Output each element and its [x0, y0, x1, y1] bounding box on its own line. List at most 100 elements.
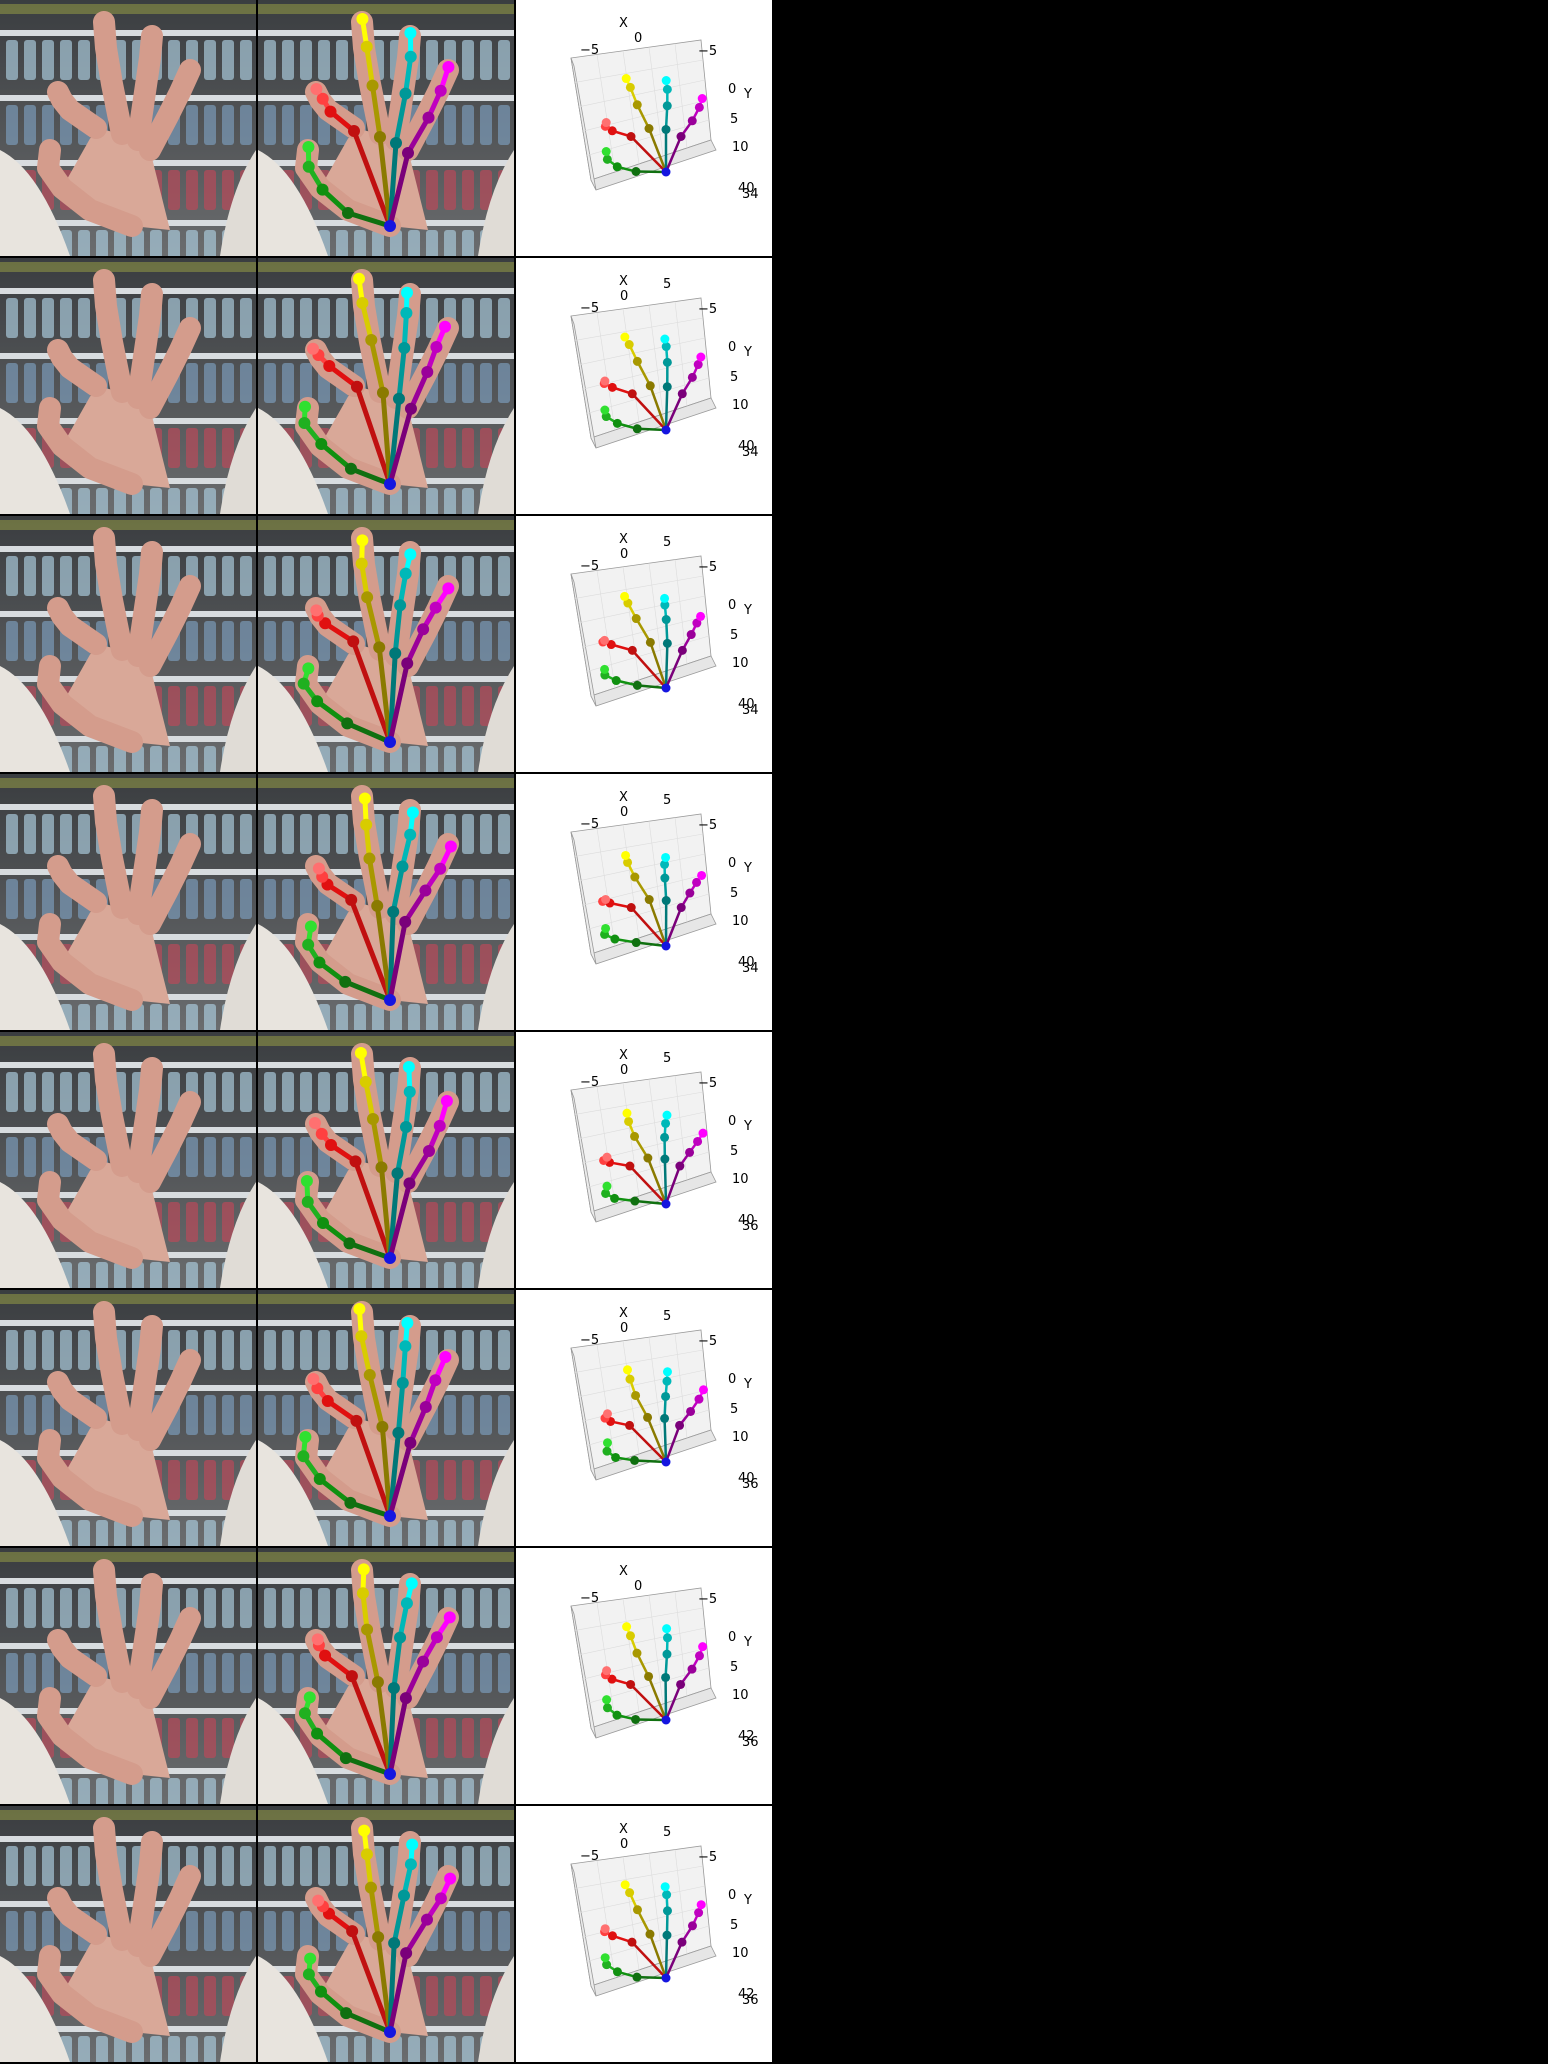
hand-3d-plot: X Y −5 0 −5 0 5 10 40 34	[516, 0, 772, 256]
hand-3d-plot: X Y −5 0 5 −5 0 5 10 40 36	[516, 1032, 772, 1288]
x-tick-label: 0	[634, 31, 642, 46]
z-tick-label: 42	[738, 1987, 755, 2002]
y-tick-label: 5	[730, 1144, 738, 1159]
y-tick-label: 0	[728, 1888, 736, 1903]
x-tick-label: 0	[620, 1063, 628, 1078]
input-photo	[0, 774, 256, 1030]
x-tick-label: −5	[580, 817, 599, 832]
keypoint-overlay-photo	[258, 1806, 514, 2062]
keypoint-overlay-photo	[258, 1548, 514, 1804]
keypoint-overlay-photo	[258, 1290, 514, 1546]
hand-3d-plot: X Y −5 0 5 −5 0 5 10 40 34	[516, 258, 772, 514]
input-photo	[0, 516, 256, 772]
input-photo	[0, 1806, 256, 2062]
z-tick-label: 40	[738, 1213, 755, 1228]
hand-3d-plot: X Y −5 0 5 −5 0 5 10 40 36	[516, 1290, 772, 1546]
x-tick-label: −5	[580, 43, 599, 58]
y-axis-label: Y	[743, 1893, 752, 1908]
z-tick-label: 40	[738, 439, 755, 454]
x-tick-label: 0	[620, 1837, 628, 1852]
frame-row: X Y −5 0 −5 0 5 10 42 36	[0, 1548, 772, 1804]
frame-row: X Y −5 0 5 −5 0 5 10 40 34	[0, 774, 772, 1030]
x-tick-label: −5	[580, 1591, 599, 1606]
y-tick-label: 10	[732, 1688, 749, 1703]
x-tick-label: −5	[580, 1075, 599, 1090]
y-tick-label: 10	[732, 656, 749, 671]
z-tick-label: 40	[738, 181, 755, 196]
z-tick-label: 34	[742, 703, 759, 718]
y-tick-label: 0	[728, 340, 736, 355]
y-axis-label: Y	[743, 345, 752, 360]
z-tick-label: 34	[742, 187, 759, 202]
x-tick-label: 5	[663, 1051, 671, 1066]
input-photo	[0, 1548, 256, 1804]
x-tick-label: −5	[698, 1076, 717, 1091]
z-tick-label: 42	[738, 1729, 755, 1744]
x-axis-label: X	[619, 1306, 628, 1321]
x-tick-label: −5	[698, 302, 717, 317]
keypoint-overlay-photo	[258, 1032, 514, 1288]
frame-row: X Y −5 0 5 −5 0 5 10 40 34	[0, 258, 772, 514]
x-tick-label: −5	[698, 1850, 717, 1865]
x-tick-label: −5	[580, 559, 599, 574]
x-tick-label: 5	[663, 1309, 671, 1324]
y-tick-label: 5	[730, 370, 738, 385]
y-axis-label: Y	[743, 1377, 752, 1392]
input-photo	[0, 1032, 256, 1288]
x-axis-label: X	[619, 1822, 628, 1837]
input-photo	[0, 0, 256, 256]
z-tick-label: 40	[738, 955, 755, 970]
x-tick-label: 5	[663, 793, 671, 808]
y-axis-label: Y	[743, 87, 752, 102]
x-tick-label: 0	[634, 1579, 642, 1594]
y-tick-label: 0	[728, 1372, 736, 1387]
y-tick-label: 10	[732, 1946, 749, 1961]
y-axis-label: Y	[743, 1119, 752, 1134]
frame-grid: X Y −5 0 −5 0 5 10 40 34 X Y −5 0 5 −5 0 5 10 40 34 X Y −5 0 5 −5 0…	[0, 0, 772, 2064]
x-tick-label: 0	[620, 1321, 628, 1336]
y-tick-label: 0	[728, 856, 736, 871]
input-photo	[0, 1290, 256, 1546]
y-tick-label: 5	[730, 112, 738, 127]
x-tick-label: 5	[663, 277, 671, 292]
y-tick-label: 0	[728, 1630, 736, 1645]
y-tick-label: 5	[730, 1402, 738, 1417]
y-tick-label: 0	[728, 1114, 736, 1129]
frame-row: X Y −5 0 5 −5 0 5 10 40 36	[0, 1032, 772, 1288]
z-tick-label: 40	[738, 697, 755, 712]
frame-row: X Y −5 0 −5 0 5 10 40 34	[0, 0, 772, 256]
x-tick-label: 0	[620, 805, 628, 820]
frame-row: X Y −5 0 5 −5 0 5 10 40 36	[0, 1290, 772, 1546]
x-tick-label: −5	[698, 818, 717, 833]
y-tick-label: 5	[730, 886, 738, 901]
z-tick-label: 36	[742, 1477, 759, 1492]
x-tick-label: 5	[663, 1825, 671, 1840]
x-tick-label: −5	[580, 1849, 599, 1864]
z-tick-label: 34	[742, 445, 759, 460]
x-tick-label: −5	[698, 44, 717, 59]
x-axis-label: X	[619, 274, 628, 289]
hand-3d-plot: X Y −5 0 5 −5 0 5 10 40 34	[516, 774, 772, 1030]
y-tick-label: 10	[732, 140, 749, 155]
x-tick-label: −5	[698, 560, 717, 575]
x-tick-label: 0	[620, 547, 628, 562]
y-tick-label: 10	[732, 398, 749, 413]
hand-3d-plot: X Y −5 0 −5 0 5 10 42 36	[516, 1548, 772, 1804]
x-tick-label: 0	[620, 289, 628, 304]
z-tick-label: 36	[742, 1735, 759, 1750]
y-axis-label: Y	[743, 861, 752, 876]
y-tick-label: 5	[730, 1918, 738, 1933]
z-tick-label: 40	[738, 1471, 755, 1486]
x-axis-label: X	[619, 532, 628, 547]
y-tick-label: 0	[728, 598, 736, 613]
frame-row: X Y −5 0 5 −5 0 5 10 42 36	[0, 1806, 772, 2062]
x-axis-label: X	[619, 16, 628, 31]
x-axis-label: X	[619, 1564, 628, 1579]
hand-3d-plot: X Y −5 0 5 −5 0 5 10 42 36	[516, 1806, 772, 2062]
x-tick-label: −5	[580, 1333, 599, 1348]
keypoint-overlay-photo	[258, 0, 514, 256]
keypoint-overlay-photo	[258, 774, 514, 1030]
x-axis-label: X	[619, 1048, 628, 1063]
y-tick-label: 10	[732, 1172, 749, 1187]
z-tick-label: 36	[742, 1219, 759, 1234]
